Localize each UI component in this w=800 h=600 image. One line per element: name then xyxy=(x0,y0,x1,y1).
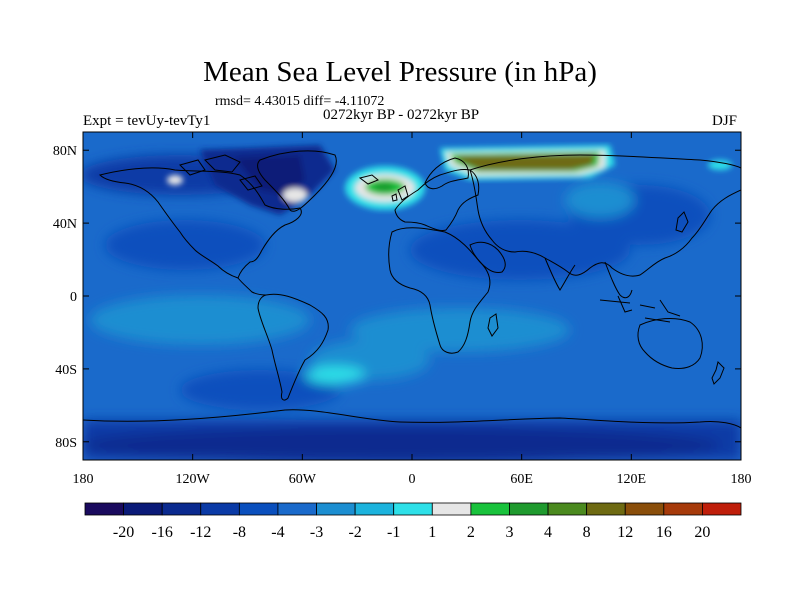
coast-central-america xyxy=(237,277,267,296)
colorbar-label: 16 xyxy=(656,524,672,541)
colorbar-swatch xyxy=(624,502,665,516)
y-axis: 80N 40N 0 40S 80S xyxy=(53,144,741,451)
colorbar-swatch xyxy=(238,502,279,516)
coast-japan xyxy=(675,211,689,233)
coast-antarctica xyxy=(83,409,741,429)
coast-iceland xyxy=(358,174,379,185)
stats-text: rmsd= 4.43015 diff= -4.11072 xyxy=(215,94,385,109)
colorbar-swatch xyxy=(200,502,240,516)
colorbar-swatch xyxy=(277,502,317,516)
colorbar-label: -8 xyxy=(233,524,246,541)
coast-north-america xyxy=(99,167,302,279)
colorbar-label: 4 xyxy=(544,524,552,541)
x-tick-label: 60W xyxy=(289,472,317,487)
colorbar-swatch xyxy=(123,502,163,516)
coastlines xyxy=(83,150,741,429)
x-tick-label: 180 xyxy=(73,472,94,487)
coast-india xyxy=(544,257,576,291)
colorbar-swatch xyxy=(702,502,742,516)
colorbar-swatch xyxy=(354,502,395,516)
map-field xyxy=(83,132,741,460)
period-label: 0272kyr BP - 0272kyr BP xyxy=(323,107,480,123)
field-n-atlantic-peak xyxy=(374,183,394,191)
field-greenland-spot xyxy=(283,188,307,202)
colorbar-label: -4 xyxy=(271,524,284,541)
field-east-siberia-spot xyxy=(708,160,732,170)
field-indian-ocean xyxy=(350,308,570,352)
field-alaska-spot xyxy=(167,175,183,185)
colorbar-label: 20 xyxy=(694,524,710,541)
y-tick-label: 80N xyxy=(53,144,77,159)
coast-british-isles xyxy=(391,185,409,202)
colorbar-label: 8 xyxy=(583,524,591,541)
field-north-pacific xyxy=(105,220,265,270)
coast-europe xyxy=(394,169,480,231)
colorbar-label: -20 xyxy=(113,524,134,541)
colorbar-label: 3 xyxy=(505,524,513,541)
field-greenland-inner xyxy=(235,155,305,195)
coast-africa xyxy=(388,227,491,354)
experiment-label: Expt = tevUy-tevTy1 xyxy=(83,113,211,129)
field-central-asia xyxy=(565,182,635,218)
x-tick-label: 60E xyxy=(510,472,533,487)
coast-canadian-archipelago xyxy=(179,154,263,191)
colorbar-swatch xyxy=(84,502,124,516)
coast-greenland xyxy=(257,150,337,212)
colorbar-label: -12 xyxy=(190,524,211,541)
coast-madagascar xyxy=(487,313,499,337)
x-tick-label: 0 xyxy=(409,472,416,487)
colorbar-swatch xyxy=(316,502,356,516)
colorbar-label: -1 xyxy=(387,524,400,541)
field-tropical-pacific xyxy=(90,295,310,345)
field-south-pacific xyxy=(180,370,340,410)
coast-asia xyxy=(469,154,741,277)
y-tick-label: 40S xyxy=(55,363,77,378)
colorbar-swatch xyxy=(161,502,202,516)
season-label: DJF xyxy=(712,113,738,129)
x-axis: 180 120W 60W 0 60E 120E 180 xyxy=(73,132,752,487)
colorbar: -20 -16 -12 -8 -4 -3 -2 -1 1 2 3 4 8 12 16 20 xyxy=(84,502,742,541)
colorbar-label: 2 xyxy=(467,524,475,541)
coast-new-zealand xyxy=(711,361,725,385)
coast-south-america xyxy=(257,293,329,401)
x-tick-label: 120E xyxy=(617,472,647,487)
x-tick-label: 120W xyxy=(176,472,211,487)
field-south-atlantic-core xyxy=(305,366,365,384)
coast-indonesia xyxy=(599,295,681,323)
field-arctic-core xyxy=(455,154,595,170)
colorbar-swatch xyxy=(586,502,626,516)
colorbar-label: -2 xyxy=(348,524,361,541)
colorbar-swatch xyxy=(393,502,433,516)
field-antarctic xyxy=(83,427,720,460)
coast-indochina xyxy=(604,261,633,299)
colorbar-label: 12 xyxy=(617,524,633,541)
y-tick-label: 40N xyxy=(53,217,77,232)
coast-arabia xyxy=(469,241,506,273)
coast-scandinavia xyxy=(424,157,469,190)
x-tick-label: 180 xyxy=(731,472,752,487)
colorbar-swatch xyxy=(431,502,472,516)
y-tick-label: 80S xyxy=(55,436,77,451)
colorbar-swatch xyxy=(663,502,703,516)
y-tick-label: 0 xyxy=(70,290,77,305)
plot-title: Mean Sea Level Pressure (in hPa) xyxy=(203,56,597,88)
colorbar-swatch xyxy=(509,502,549,516)
coast-australia xyxy=(637,317,703,369)
colorbar-label: -16 xyxy=(152,524,173,541)
colorbar-label: 1 xyxy=(428,524,436,541)
colorbar-swatch xyxy=(470,502,510,516)
colorbar-swatch xyxy=(547,502,588,516)
colorbar-label: -3 xyxy=(310,524,323,541)
